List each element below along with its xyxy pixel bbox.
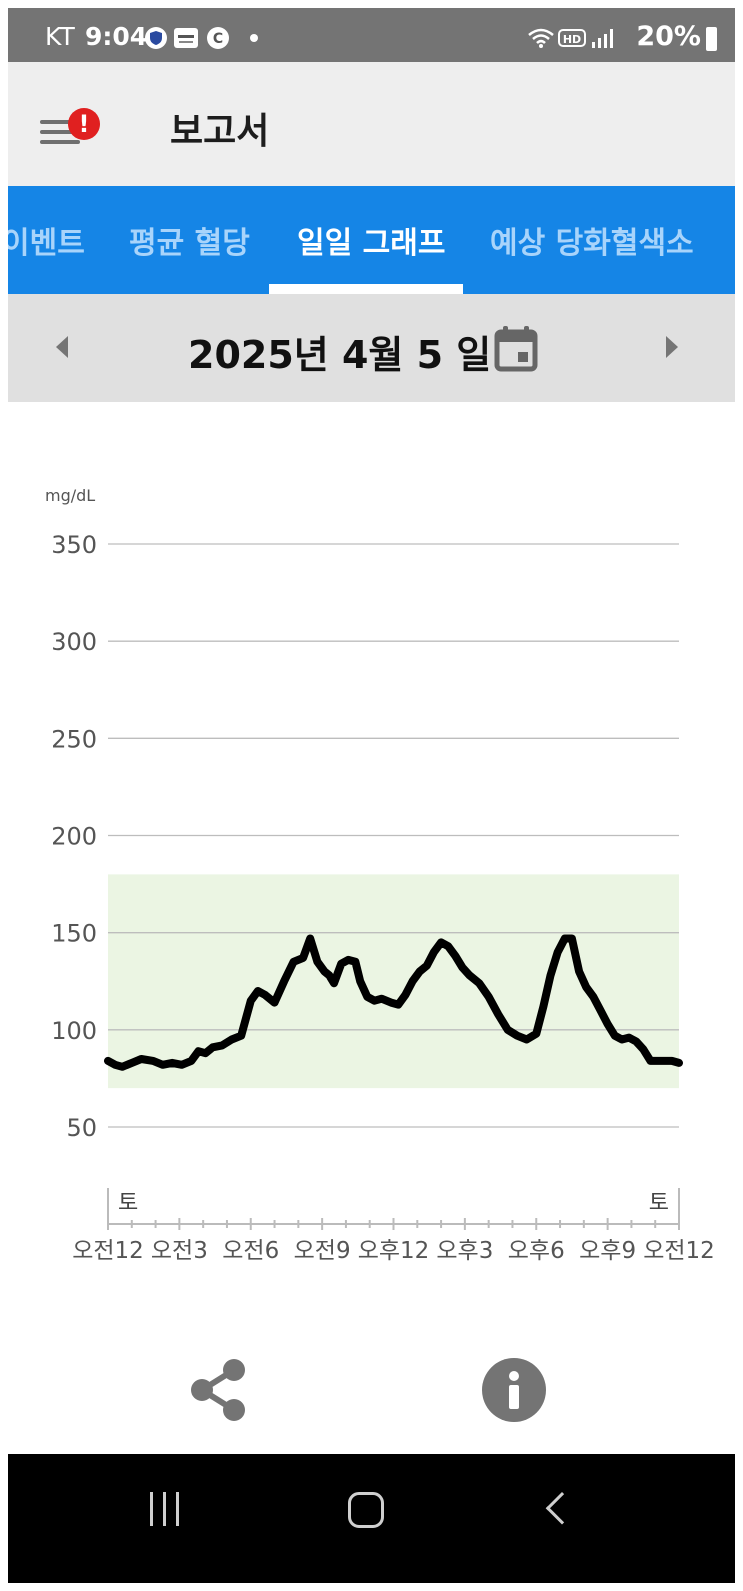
- page-title: 보고서: [170, 111, 270, 152]
- day-label: 토: [118, 1191, 138, 1216]
- date-navigator: 2025년 4월 5 일: [8, 294, 735, 402]
- y-tick-label: 150: [51, 920, 97, 948]
- y-tick-label: 350: [51, 531, 97, 559]
- carrier-label: KT: [45, 22, 75, 51]
- menu-line: [40, 130, 80, 134]
- y-axis-unit-label: mg/dL: [45, 486, 95, 505]
- y-tick-label: 250: [51, 725, 97, 753]
- tab-estimated-a1c[interactable]: 예상 당화혈색소: [490, 226, 694, 261]
- x-tick-label: 오전6: [222, 1238, 279, 1264]
- x-tick-label: 오전12: [72, 1238, 144, 1264]
- calendar-icon[interactable]: [494, 324, 538, 372]
- selected-date: 2025년 4월 5 일: [188, 333, 492, 377]
- svg-text:HD: HD: [563, 33, 581, 46]
- battery-icon: [706, 27, 717, 51]
- x-tick-label: 오후9: [579, 1238, 636, 1264]
- tab-average-glucose[interactable]: 평균 혈당: [129, 226, 250, 261]
- system-nav-bar: [8, 1454, 735, 1583]
- svg-text:C: C: [213, 31, 223, 47]
- hd-icon: HD: [558, 29, 586, 47]
- x-tick-label: 오후6: [508, 1238, 565, 1264]
- tab-events[interactable]: 이벤트: [8, 226, 85, 261]
- share-icon[interactable]: [186, 1356, 250, 1424]
- signal-icon: [592, 29, 613, 48]
- y-tick-label: 50: [66, 1114, 97, 1142]
- c-circle-icon: C: [207, 27, 229, 49]
- app-bar: ! 보고서: [8, 62, 735, 186]
- clock: 9:04: [85, 22, 148, 51]
- glucose-line: [104, 934, 683, 1071]
- dot-icon: [250, 34, 258, 42]
- kia-connect-icon: [174, 28, 198, 48]
- screen: KT 9:04 C HD 20%: [8, 8, 735, 1583]
- caret-left-icon[interactable]: [56, 336, 68, 358]
- alert-badge-icon: !: [68, 108, 100, 140]
- recent-bar: [150, 1492, 153, 1526]
- x-tick-label: 오전12: [643, 1238, 715, 1264]
- vpn-shield-icon: [145, 27, 167, 49]
- wifi-icon: [528, 28, 554, 48]
- y-tick-label: 200: [51, 823, 97, 851]
- x-tick-label: 오전9: [294, 1238, 351, 1264]
- menu-button[interactable]: !: [38, 102, 108, 162]
- recent-bar: [176, 1492, 179, 1526]
- active-tab-indicator: [269, 284, 463, 294]
- info-icon[interactable]: [482, 1358, 546, 1422]
- tab-bar: 이벤트 평균 혈당 일일 그래프 예상 당화혈색소: [8, 186, 735, 294]
- recent-apps-icon[interactable]: [148, 1492, 184, 1528]
- x-tick-label: 오후12: [358, 1238, 430, 1264]
- tab-daily-graph[interactable]: 일일 그래프: [297, 226, 446, 261]
- menu-line: [40, 120, 80, 124]
- status-bar: KT 9:04 C HD 20%: [8, 8, 735, 62]
- x-tick-label: 오전3: [151, 1238, 208, 1264]
- x-tick-label: 오후3: [436, 1238, 493, 1264]
- battery-percent: 20%: [636, 21, 701, 52]
- menu-line: [40, 140, 80, 144]
- back-icon[interactable]: [545, 1492, 579, 1525]
- y-tick-label: 300: [51, 628, 97, 656]
- day-label: 토: [649, 1191, 669, 1216]
- info-glyph: [509, 1371, 519, 1409]
- recent-bar: [163, 1492, 166, 1526]
- home-icon[interactable]: [348, 1492, 384, 1528]
- caret-right-icon[interactable]: [666, 336, 678, 358]
- y-tick-label: 100: [51, 1017, 97, 1045]
